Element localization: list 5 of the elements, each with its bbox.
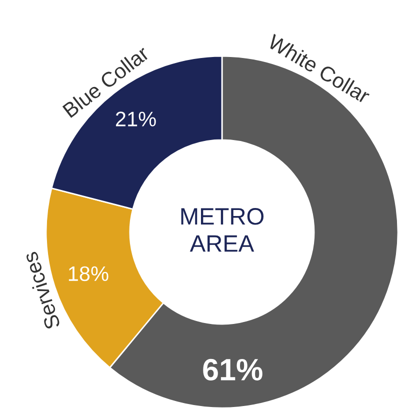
data-label: 21% (116, 112, 156, 126)
data-label: 18% (68, 266, 108, 282)
data-label: 61% (203, 358, 262, 380)
slice-label: Services (22, 251, 61, 330)
text: METRO AREA (181, 208, 264, 252)
